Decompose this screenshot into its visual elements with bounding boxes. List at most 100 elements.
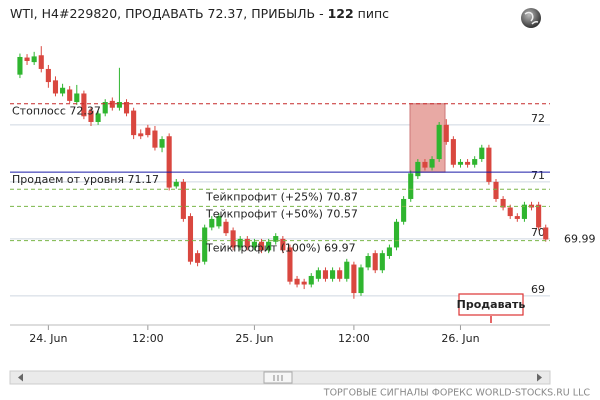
candle-body <box>24 57 30 61</box>
candle-body <box>365 255 371 268</box>
candle-body <box>422 161 428 168</box>
candle-body <box>38 55 44 69</box>
candle-body <box>372 253 378 271</box>
candle-body <box>116 102 122 108</box>
profit-unit: пипс <box>358 6 389 21</box>
candle-body <box>543 227 549 240</box>
candle-body <box>401 198 407 222</box>
candle-body <box>251 241 257 248</box>
candle-body <box>209 218 215 228</box>
sell-button-box[interactable] <box>458 293 524 316</box>
candle-body <box>536 204 542 228</box>
scrollbar[interactable] <box>9 370 551 385</box>
candle-body <box>52 80 59 94</box>
sell-button-label[interactable]: Продавать <box>457 298 526 311</box>
candle-body <box>429 159 435 168</box>
candle-body <box>95 113 101 122</box>
candle-body <box>408 173 414 199</box>
candle-body <box>486 147 492 182</box>
candle-body <box>223 221 229 234</box>
candle-body <box>514 216 520 219</box>
candle-body <box>379 253 385 271</box>
candle-body <box>145 127 151 136</box>
y-tick-label: 71 <box>531 169 545 182</box>
level-label: Тейкпрофит (+50%) 70.57 <box>205 207 358 220</box>
scroll-left[interactable] <box>18 373 23 382</box>
candle-body <box>45 68 51 83</box>
candle-body <box>237 238 243 248</box>
candle-body <box>74 93 80 103</box>
candle-body <box>351 264 357 294</box>
candle-body <box>102 102 108 114</box>
title-text: WTI, H4#229820, ПРОДАВАТЬ 72.37, ПРИБЫЛЬ… <box>10 6 324 21</box>
candle-body <box>81 93 87 117</box>
chart-title: WTI, H4#229820, ПРОДАВАТЬ 72.37, ПРИБЫЛЬ… <box>10 6 389 21</box>
candle-body <box>315 270 321 279</box>
candle-body <box>88 110 94 122</box>
candle-body <box>180 181 186 219</box>
y-tick-label: 70 <box>531 226 545 239</box>
candle-body <box>202 227 208 262</box>
candle-body <box>450 139 456 165</box>
candle-body <box>287 247 293 282</box>
candle-body <box>308 275 314 285</box>
candle-body <box>123 102 130 114</box>
candle-body <box>273 236 279 242</box>
y-tick-label: 72 <box>531 112 545 125</box>
candle-body <box>294 278 300 285</box>
candle-body <box>436 124 442 160</box>
x-tick-label: 12:00 <box>132 332 164 345</box>
candle-body <box>393 221 400 248</box>
candle-body <box>358 267 364 294</box>
candle-body <box>31 56 37 63</box>
candle-body <box>138 133 144 137</box>
candle-body <box>322 270 329 279</box>
scroll-right[interactable] <box>537 373 542 382</box>
candle-body <box>152 130 158 148</box>
profit: 122 <box>328 6 354 21</box>
globe-shape <box>524 11 539 25</box>
scroll-grip <box>273 375 283 381</box>
candle-body <box>465 161 471 165</box>
candle-body <box>216 216 222 227</box>
candle-body <box>301 281 307 285</box>
candle-body <box>337 270 343 279</box>
last-price: 69.99 <box>564 232 596 245</box>
x-tick-label: 24. Jun <box>29 332 67 345</box>
candle-body <box>109 100 115 108</box>
level-label: Тейкпрофит (100%) 69.97 <box>205 242 356 255</box>
candle-body <box>258 241 265 251</box>
candle-body <box>67 89 73 101</box>
candle-body <box>244 238 250 248</box>
candle-body <box>187 216 194 262</box>
candle-body <box>521 204 527 219</box>
candle-body <box>230 230 236 248</box>
candle-body <box>493 181 499 199</box>
plot-area: 72 71 70 69 24. Jun 12:00 25. Jun 12:00 26. Jun С… <box>10 46 550 345</box>
candle-body <box>500 198 506 208</box>
level-label: Тейкпрофит (+25%) 70.87 <box>205 190 358 203</box>
globe-icon[interactable] <box>521 8 541 28</box>
candle-body <box>159 139 165 148</box>
candle-body <box>344 261 350 279</box>
level-label: Продаем от уровня 71.17 <box>12 173 159 186</box>
candle-body <box>386 247 392 256</box>
y-tick-label: 69 <box>531 283 545 296</box>
candle-body <box>457 161 464 165</box>
candle-body <box>17 56 23 75</box>
footer: ТОРГОВЫЕ СИГНАЛЫ ФОРЕКС WORLD-STOCKS.RU … <box>323 388 591 399</box>
sell-button[interactable]: Продавать <box>457 293 526 316</box>
level-label: Стоплосс 72.37 <box>12 105 101 118</box>
candle-body <box>173 181 179 187</box>
candle-body <box>415 161 421 177</box>
x-tick-label: 12:00 <box>338 332 370 345</box>
x-tick-label: 26. Jun <box>441 332 479 345</box>
candle-body <box>195 253 201 263</box>
candle-body <box>330 270 336 279</box>
candle-body <box>266 241 272 251</box>
candle-body <box>443 124 449 142</box>
candle-body <box>60 87 66 94</box>
candle-body <box>472 159 478 165</box>
